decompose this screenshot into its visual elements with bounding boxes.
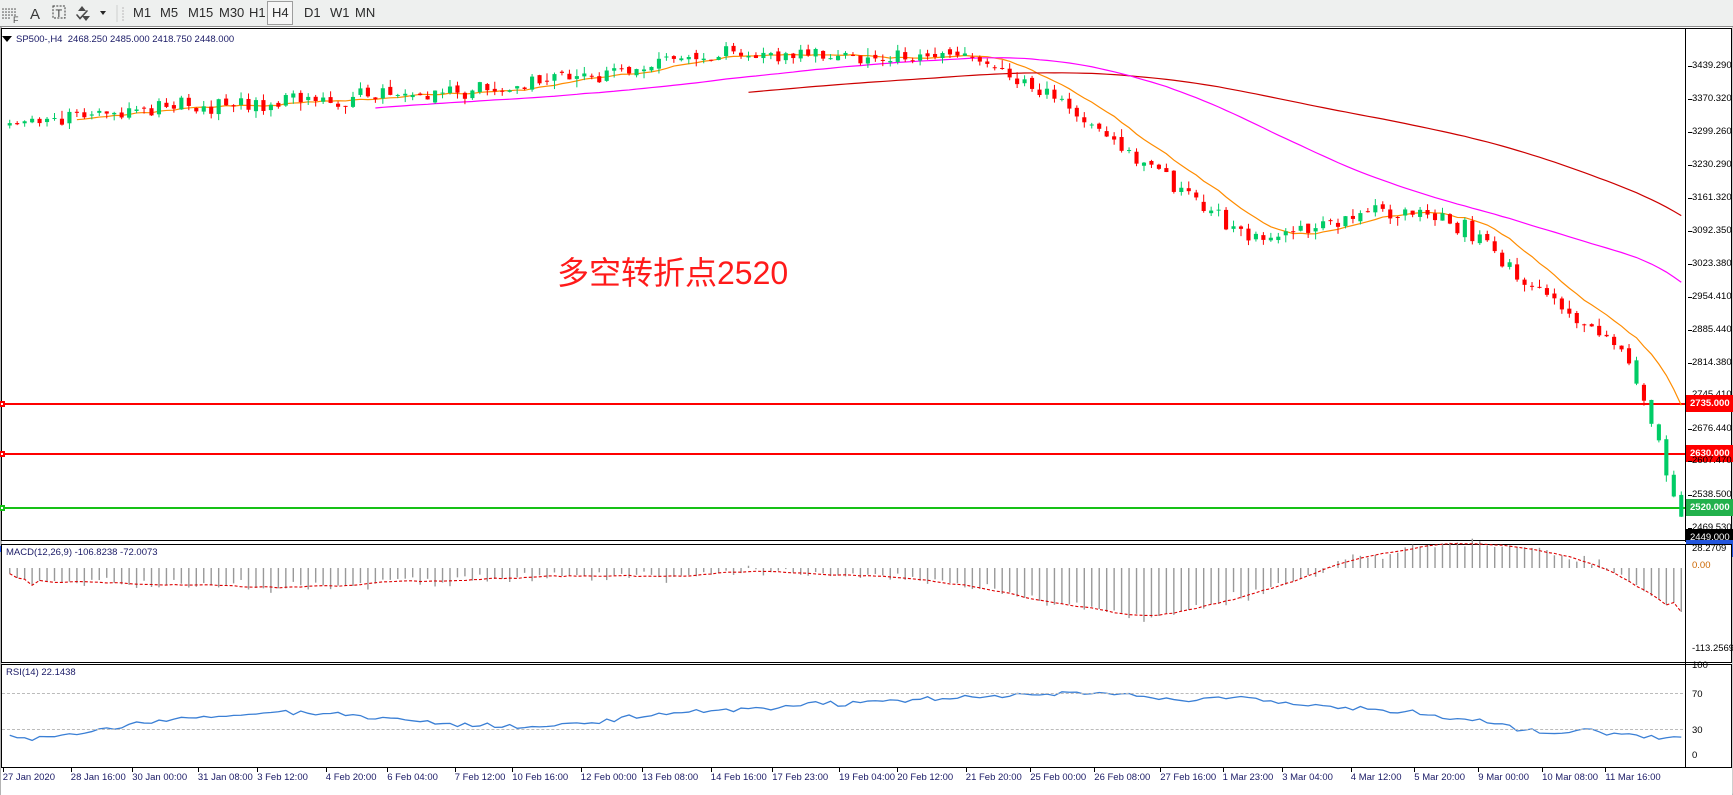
svg-text:A: A [30,6,40,23]
svg-text:F: F [13,15,19,25]
svg-text:T: T [56,8,63,20]
